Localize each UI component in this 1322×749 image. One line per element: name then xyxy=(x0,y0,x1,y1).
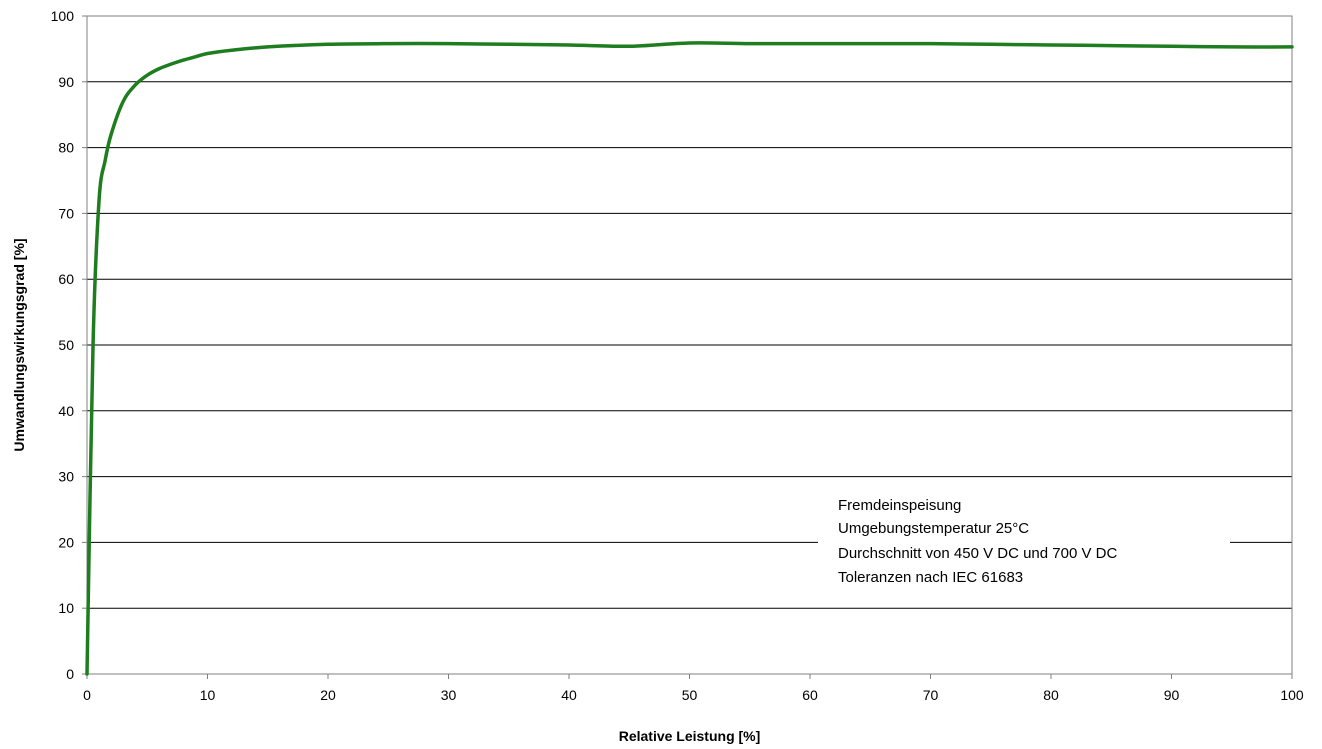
series-line-efficiency xyxy=(85,41,1294,676)
gridlines xyxy=(87,81,1292,609)
annotation-background xyxy=(818,484,1230,594)
x-tick-label: 60 xyxy=(802,687,818,703)
y-tick-label: 60 xyxy=(58,271,74,287)
y-tick-label: 100 xyxy=(51,8,75,24)
x-tick-label: 100 xyxy=(1280,687,1304,703)
x-tick-label: 90 xyxy=(1164,687,1180,703)
annotation-line-4: Toleranzen nach IEC 61683 xyxy=(838,569,1023,586)
x-tick-label: 80 xyxy=(1043,687,1059,703)
series-layer xyxy=(85,41,1294,676)
x-tick-label: 40 xyxy=(561,687,577,703)
x-tick-label: 20 xyxy=(320,687,336,703)
y-tick-label: 70 xyxy=(58,205,74,221)
x-tick-label: 10 xyxy=(200,687,216,703)
x-tick-label: 0 xyxy=(83,687,91,703)
y-tick-label: 90 xyxy=(58,74,74,90)
y-tick-label: 80 xyxy=(58,140,74,156)
y-axis-title: Umwandlungswirkungsgrad [%] xyxy=(11,238,27,451)
annotation-line-2: Umgebungstemperatur 25°C xyxy=(838,520,1029,537)
y-tick-label: 10 xyxy=(58,600,74,616)
annotation-line-1: Fremdeinspeisung xyxy=(838,497,961,514)
y-tick-label: 30 xyxy=(58,469,74,485)
x-tick-label: 70 xyxy=(923,687,939,703)
annotation-line-3: Durchschnitt von 450 V DC und 700 V DC xyxy=(838,545,1117,562)
x-tick-label: 30 xyxy=(441,687,457,703)
x-axis-tick-labels: 0 10 20 30 40 50 60 70 80 90 100 xyxy=(83,687,1304,703)
y-tick-label: 40 xyxy=(58,403,74,419)
y-tick-label: 50 xyxy=(58,337,74,353)
y-tick-label: 20 xyxy=(58,534,74,550)
x-axis-title: Relative Leistung [%] xyxy=(619,728,761,744)
x-tick-label: 50 xyxy=(682,687,698,703)
annotation-box: Fremdeinspeisung Umgebungstemperatur 25°… xyxy=(818,484,1230,594)
y-axis-tick-labels: 0 10 20 30 40 50 60 70 80 90 100 xyxy=(51,8,75,682)
y-tick-label: 0 xyxy=(66,666,74,682)
